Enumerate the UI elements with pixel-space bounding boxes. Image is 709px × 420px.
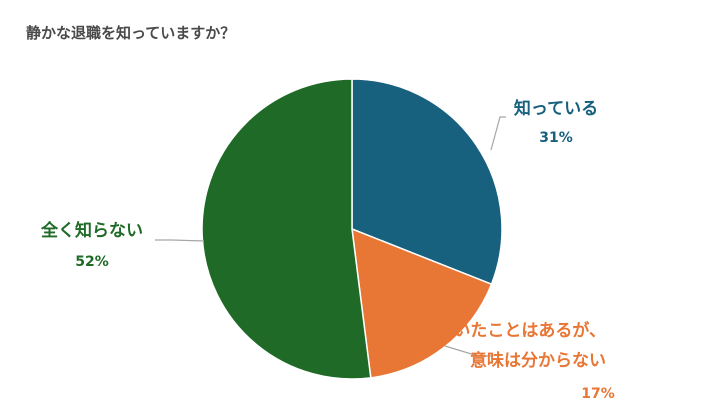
pie-slice-3: [201, 78, 372, 380]
slice-value-label-3: 52%: [75, 254, 109, 270]
slice-label-2-line-2: 意味は分からない: [470, 350, 606, 371]
pie-slice-1: [351, 78, 503, 286]
leader-line-3: [155, 239, 205, 242]
slice-value-label-2: 17%: [581, 386, 615, 402]
chart-title: 静かな退職を知っていますか？: [26, 24, 236, 42]
slice-label-1-line-1: 知っている: [513, 98, 598, 119]
slice-value-label-1: 31%: [539, 130, 573, 146]
slice-label-2-line-1: 聞いたことはあるが、: [436, 320, 606, 341]
pie-slice-2: [351, 227, 493, 379]
slice-label-3-line-1: 全く知らない: [40, 220, 143, 241]
leader-line-1: [490, 116, 506, 151]
leader-line-2: [444, 345, 493, 357]
